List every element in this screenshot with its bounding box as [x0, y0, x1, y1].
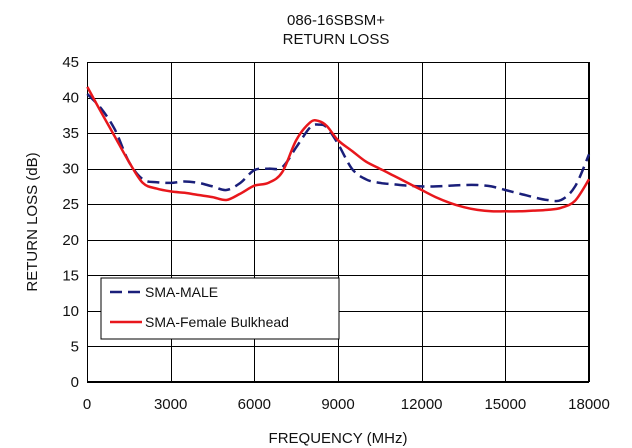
series-lines	[86, 86, 591, 213]
y-tick-label: 15	[62, 267, 79, 284]
y-tick-label: 20	[62, 232, 79, 249]
y-tick-label: 0	[71, 374, 79, 391]
plot-frame	[87, 62, 589, 382]
chart-title: 086-16SBSM+	[287, 12, 385, 29]
y-tick-label: 35	[62, 125, 79, 142]
x-tick-label: 0	[83, 396, 91, 413]
x-tick-label: 3000	[154, 396, 187, 413]
legend: SMA-MALE SMA-Female Bulkhead	[100, 277, 340, 340]
y-tick-label: 10	[62, 303, 79, 320]
y-tick-label: 45	[62, 54, 79, 71]
y-axis-label: RETURN LOSS (dB)	[24, 152, 41, 291]
x-tick-label: 15000	[484, 396, 526, 413]
y-tick-label: 30	[62, 161, 79, 178]
y-tick-label: 5	[71, 338, 79, 355]
y-tick-label: 40	[62, 90, 79, 107]
tick-labels: 0 5 10 15 20 25 30 35 40 45 0 3000 6000 9000 12000 1500…	[62, 54, 610, 413]
x-tick-label: 18000	[568, 396, 610, 413]
x-tick-label: 6000	[238, 396, 271, 413]
x-tick-label: 12000	[401, 396, 443, 413]
legend-label-sma-male: SMA-MALE	[145, 284, 218, 300]
legend-label-sma-female-bulkhead: SMA-Female Bulkhead	[145, 314, 289, 330]
x-tick-label: 9000	[321, 396, 354, 413]
x-axis-label: FREQUENCY (MHz)	[269, 430, 408, 447]
y-tick-label: 25	[62, 196, 79, 213]
series-line-sma-female-bulkhead	[86, 86, 591, 213]
chart-subtitle: RETURN LOSS	[283, 31, 390, 48]
legend-box	[100, 277, 340, 340]
